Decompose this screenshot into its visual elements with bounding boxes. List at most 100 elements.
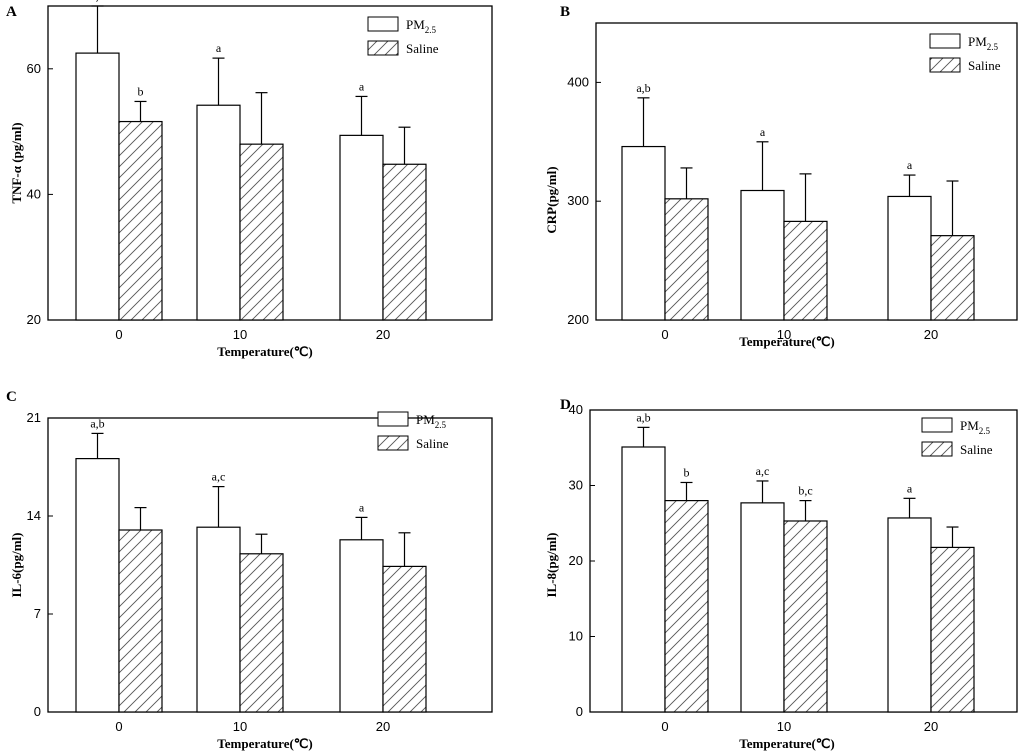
x-tick-label: 0 bbox=[115, 327, 122, 342]
y-axis-label: IL-6(pg/ml) bbox=[9, 533, 24, 598]
y-tick-label: 20 bbox=[569, 553, 583, 568]
y-tick-label: 300 bbox=[567, 193, 589, 208]
legend-swatch bbox=[377, 435, 409, 451]
pm25-bar bbox=[75, 52, 120, 321]
y-tick-label: 200 bbox=[567, 312, 589, 327]
legend: PM2.5 Saline bbox=[377, 411, 449, 451]
significance-label: a bbox=[359, 79, 365, 93]
panel-label: A bbox=[6, 4, 17, 20]
y-tick-label: 10 bbox=[569, 629, 583, 644]
pm25-bar bbox=[339, 134, 384, 321]
legend-label: Saline bbox=[960, 442, 993, 457]
x-tick-label: 0 bbox=[661, 719, 668, 734]
significance-label: a,c bbox=[212, 470, 226, 484]
legend-label: Saline bbox=[406, 41, 439, 56]
saline-bar bbox=[239, 143, 284, 321]
significance-label: a bbox=[216, 41, 222, 55]
x-axis-label: Temperature(℃) bbox=[217, 736, 312, 751]
legend: PM2.5 Saline bbox=[367, 16, 439, 56]
legend-label: PM2.5 bbox=[968, 34, 999, 52]
saline-bar bbox=[118, 529, 163, 713]
pm25-bar bbox=[621, 145, 666, 321]
panel-label: D bbox=[560, 397, 571, 413]
y-axis-label: TNF-α (pg/ml) bbox=[9, 122, 24, 203]
x-axis-label: Temperature(℃) bbox=[739, 736, 834, 751]
saline-bar bbox=[382, 163, 427, 321]
significance-label: a,b bbox=[636, 410, 650, 424]
panel-label: B bbox=[560, 4, 570, 20]
x-axis-label: Temperature(℃) bbox=[217, 344, 312, 359]
legend-label: PM2.5 bbox=[406, 17, 437, 35]
legend-label: Saline bbox=[968, 58, 1001, 73]
significance-label: a,c bbox=[756, 464, 770, 478]
y-tick-label: 30 bbox=[569, 478, 583, 493]
panel-b: 200 300 400 0 10 20 a,b a a B Temperature(℃) CRP(pg… bbox=[544, 4, 1018, 349]
significance-label: a bbox=[907, 158, 913, 172]
saline-bar bbox=[239, 553, 284, 713]
panel-label: C bbox=[6, 389, 17, 405]
saline-bar bbox=[930, 235, 975, 321]
y-tick-label: 21 bbox=[27, 410, 41, 425]
y-tick-label: 14 bbox=[27, 508, 41, 523]
legend-swatch bbox=[929, 57, 961, 73]
y-tick-label: 0 bbox=[34, 704, 41, 719]
legend-swatch bbox=[921, 417, 953, 433]
significance-label: a,b bbox=[90, 416, 104, 430]
legend-label: PM2.5 bbox=[960, 418, 991, 436]
pm25-bar bbox=[887, 517, 932, 713]
significance-label: a bbox=[359, 500, 365, 514]
significance-label: a,b bbox=[90, 0, 104, 3]
saline-bar bbox=[664, 198, 709, 321]
saline-bar bbox=[664, 500, 709, 713]
legend-swatch bbox=[367, 16, 399, 32]
x-axis-label: Temperature(℃) bbox=[739, 334, 834, 349]
legend-swatch bbox=[377, 411, 409, 427]
significance-label: a bbox=[760, 125, 766, 139]
pm25-bar bbox=[75, 458, 120, 713]
pm25-bar bbox=[196, 104, 241, 321]
panel-c: 0 7 14 21 0 10 20 a,b a,c a C Temperature(℃) IL-6(pg… bbox=[6, 389, 493, 751]
significance-label: a,b bbox=[636, 81, 650, 95]
y-tick-label: 0 bbox=[576, 704, 583, 719]
saline-bar bbox=[930, 546, 975, 713]
x-tick-label: 10 bbox=[777, 719, 791, 734]
pm25-bar bbox=[339, 539, 384, 713]
pm25-bar bbox=[740, 502, 785, 713]
x-tick-label: 10 bbox=[777, 327, 791, 342]
x-tick-label: 0 bbox=[115, 719, 122, 734]
x-tick-label: 0 bbox=[661, 327, 668, 342]
x-tick-label: 20 bbox=[376, 327, 390, 342]
y-tick-label: 7 bbox=[34, 606, 41, 621]
y-tick-label: 400 bbox=[567, 74, 589, 89]
x-tick-label: 20 bbox=[924, 719, 938, 734]
panel-d: 0 10 20 30 40 0 10 20 a,b a,c a b b,c D Temperature(℃)… bbox=[544, 397, 1018, 751]
y-tick-label: 40 bbox=[569, 402, 583, 417]
saline-bar bbox=[382, 565, 427, 713]
legend-swatch bbox=[367, 40, 399, 56]
legend: PM2.5 Saline bbox=[921, 417, 993, 457]
saline-bar bbox=[118, 120, 163, 321]
significance-label: b bbox=[684, 465, 690, 479]
panel-a: 20 40 60 0 10 20 a,b a a b A Temperature(℃) TNF-α (p… bbox=[6, 0, 493, 359]
x-tick-label: 20 bbox=[924, 327, 938, 342]
y-tick-label: 20 bbox=[27, 312, 41, 327]
legend-swatch bbox=[929, 33, 961, 49]
y-tick-label: 40 bbox=[27, 186, 41, 201]
significance-label: b bbox=[138, 84, 144, 98]
legend-label: Saline bbox=[416, 436, 449, 451]
y-tick-label: 60 bbox=[27, 61, 41, 76]
pm25-bar bbox=[887, 195, 932, 321]
legend-label: PM2.5 bbox=[416, 412, 447, 430]
x-tick-label: 10 bbox=[233, 327, 247, 342]
legend: PM2.5 Saline bbox=[929, 33, 1001, 73]
x-tick-label: 10 bbox=[233, 719, 247, 734]
y-axis-label: IL-8(pg/ml) bbox=[544, 533, 559, 598]
significance-label: a bbox=[907, 481, 913, 495]
pm25-bar bbox=[621, 446, 666, 713]
pm25-bar bbox=[196, 526, 241, 713]
saline-bar bbox=[783, 220, 828, 321]
saline-bar bbox=[783, 520, 828, 713]
significance-label: b,c bbox=[798, 484, 812, 498]
x-tick-label: 20 bbox=[376, 719, 390, 734]
